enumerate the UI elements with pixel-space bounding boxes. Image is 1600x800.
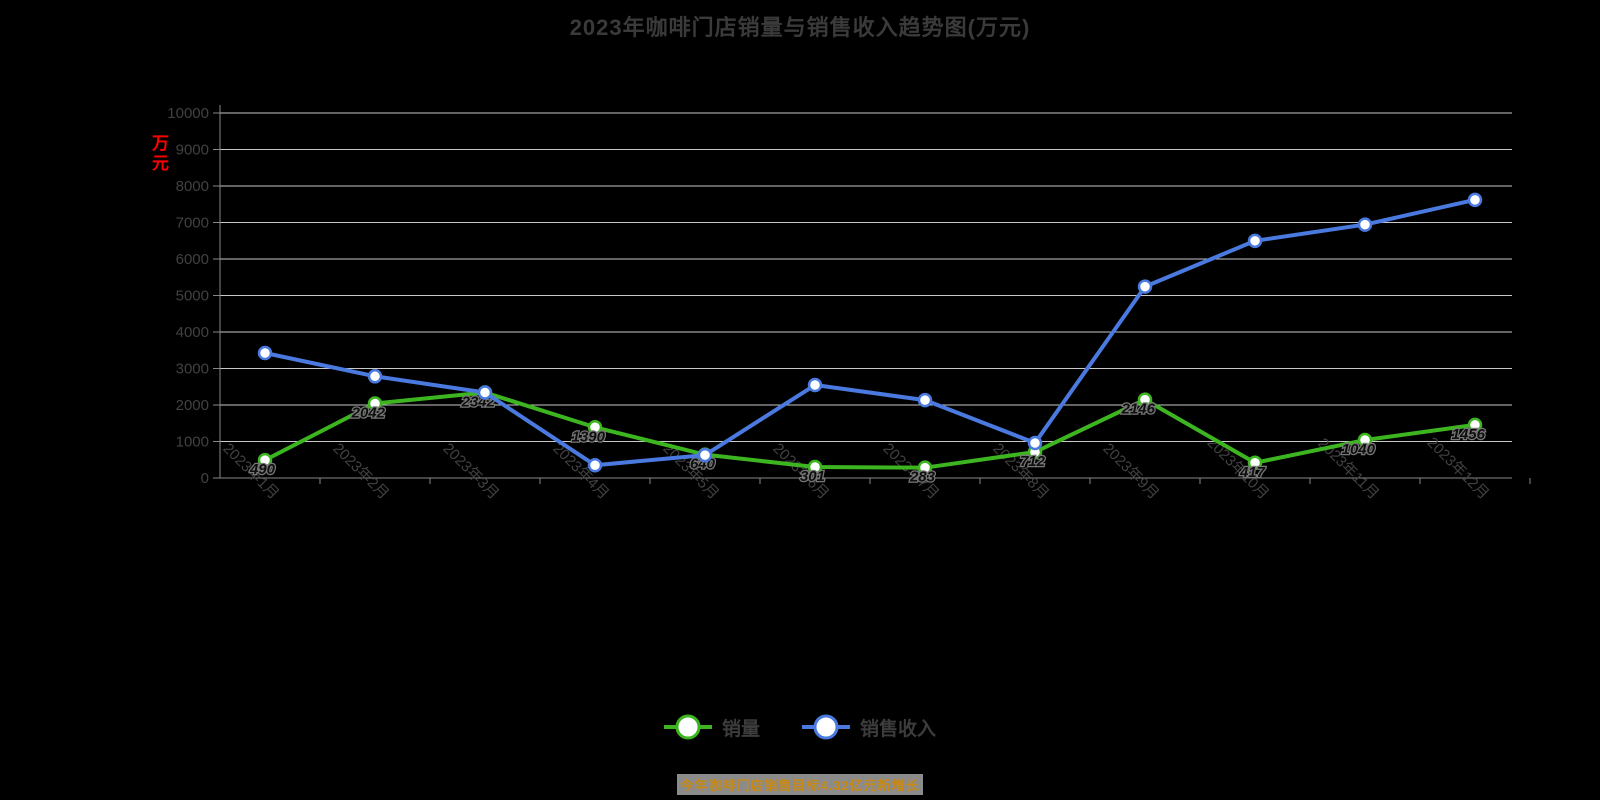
- y-axis-tick-label: 8000: [176, 178, 209, 195]
- y-axis-tick-label: 5000: [176, 288, 209, 305]
- data-point-marker[interactable]: [477, 385, 493, 400]
- y-axis-tick-label: 7000: [176, 215, 209, 232]
- data-point-label: 2146: [1121, 401, 1156, 418]
- data-point-label: 1040: [1342, 441, 1376, 458]
- data-point-marker[interactable]: [1357, 217, 1373, 232]
- legend: 销量 销售收入: [0, 712, 1600, 742]
- data-point-marker[interactable]: [367, 369, 383, 384]
- data-point-label: 301: [800, 468, 825, 485]
- caption-row: 今年咖啡门店销售目标4.32亿元新增长: [0, 774, 1600, 795]
- series-line-0: [263, 390, 1477, 470]
- data-point-marker[interactable]: [1027, 435, 1043, 451]
- data-point-marker[interactable]: [367, 396, 383, 411]
- data-point-marker[interactable]: [1467, 417, 1483, 433]
- data-point-marker[interactable]: [587, 457, 603, 473]
- data-point-marker[interactable]: [1137, 279, 1153, 294]
- legend-item-sales-volume[interactable]: 销量: [663, 712, 760, 742]
- y-axis-tick-label: 6000: [176, 251, 209, 268]
- x-axis-label: 2023年3月: [439, 440, 502, 503]
- y-axis-name: 万元: [149, 134, 168, 174]
- data-point-marker[interactable]: [1137, 392, 1153, 407]
- x-axis-label: 2023年12月: [1424, 434, 1493, 503]
- data-point-marker[interactable]: [1467, 192, 1483, 208]
- data-point-label: 1390: [572, 428, 606, 445]
- legend-item-sales-revenue[interactable]: 销售收入: [802, 712, 936, 742]
- data-point-label: 283: [909, 469, 936, 486]
- y-axis-tick-label: 3000: [176, 361, 209, 378]
- data-point-marker[interactable]: [697, 447, 713, 463]
- data-point-marker[interactable]: [1357, 432, 1373, 448]
- legend-marker-blue-icon: [802, 714, 850, 740]
- data-point-label: 1456: [1452, 426, 1486, 443]
- data-point-marker[interactable]: [807, 377, 823, 393]
- legend-label-sales-volume: 销量: [721, 718, 760, 740]
- data-point-marker[interactable]: [917, 460, 933, 475]
- y-axis-tick-label: 1000: [176, 434, 209, 451]
- x-axis-label: 2023年4月: [549, 440, 612, 503]
- data-point-marker[interactable]: [1247, 455, 1263, 471]
- x-axis-label: 2023年9月: [1099, 440, 1162, 503]
- data-point-marker[interactable]: [807, 459, 823, 475]
- data-point-label: 712: [1020, 453, 1046, 470]
- data-point-label: 417: [1239, 464, 1266, 481]
- y-axis-tick-label: 9000: [176, 142, 209, 159]
- data-point-label: 490: [249, 461, 276, 478]
- data-point-marker[interactable]: [1247, 233, 1263, 249]
- legend-label-sales-revenue: 销售收入: [860, 718, 937, 740]
- y-axis-tick-label: 2000: [176, 397, 209, 414]
- data-point-marker[interactable]: [587, 420, 603, 435]
- y-axis-tick-label: 10000: [167, 105, 209, 122]
- legend-marker-green-icon: [663, 714, 712, 740]
- x-axis-label: 2023年2月: [329, 440, 392, 503]
- data-point-label: 2042: [351, 404, 386, 421]
- chart-title: 2023年咖啡门店销量与销售收入趋势图(万元): [569, 15, 1031, 40]
- y-axis-tick-label: 0: [201, 470, 209, 487]
- series-line-1: [263, 197, 1477, 468]
- y-axis-tick-label: 4000: [176, 324, 209, 341]
- caption-text: 今年咖啡门店销售目标4.32亿元新增长: [677, 774, 923, 795]
- data-point-marker[interactable]: [257, 345, 273, 361]
- data-point-marker[interactable]: [917, 392, 933, 408]
- data-point-marker[interactable]: [257, 452, 273, 468]
